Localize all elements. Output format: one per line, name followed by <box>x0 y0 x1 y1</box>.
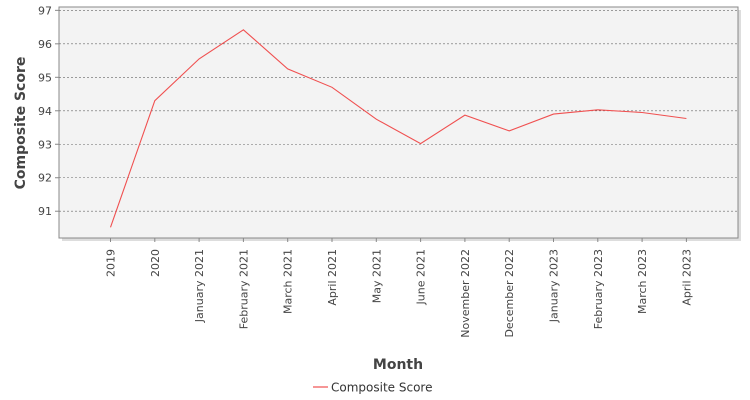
series-layer <box>109 29 687 228</box>
x-axis-ticks: 2019 2020 January 2021 February 2021 March 2… <box>105 238 693 338</box>
x-tick-label: May 2021 <box>370 249 383 303</box>
x-tick-label: December 2022 <box>503 249 516 338</box>
y-tick-label: 91 <box>38 205 52 218</box>
legend-label: Composite Score <box>331 381 432 395</box>
y-tick-label: 96 <box>38 38 52 51</box>
x-tick-label: January 2023 <box>548 249 561 323</box>
x-tick-label: April 2023 <box>680 249 693 306</box>
grid-lines <box>59 10 738 212</box>
y-tick-label: 94 <box>38 105 52 118</box>
y-axis-title: Composite Score <box>13 57 29 190</box>
x-tick-label: February 2021 <box>237 249 250 329</box>
x-axis-title: Month <box>373 357 423 373</box>
x-tick-label: June 2021 <box>415 249 428 305</box>
legend: Composite Score <box>313 381 432 395</box>
y-tick-label: 93 <box>38 138 52 151</box>
x-tick-label: April 2021 <box>326 249 339 306</box>
x-tick-label: 2020 <box>149 249 162 277</box>
y-tick-label: 92 <box>38 172 52 185</box>
x-tick-label: November 2022 <box>459 249 472 338</box>
x-tick-label: January 2021 <box>193 249 206 323</box>
series-line <box>109 29 687 228</box>
y-axis-ticks: 91 92 93 94 95 96 97 <box>38 4 59 218</box>
x-tick-label: 2019 <box>105 249 118 277</box>
y-tick-label: 95 <box>38 71 52 84</box>
plot-area <box>58 6 739 239</box>
x-tick-label: March 2023 <box>636 249 649 314</box>
y-tick-label: 97 <box>38 4 52 17</box>
x-tick-label: March 2021 <box>282 249 295 314</box>
x-tick-label: February 2023 <box>592 249 605 329</box>
